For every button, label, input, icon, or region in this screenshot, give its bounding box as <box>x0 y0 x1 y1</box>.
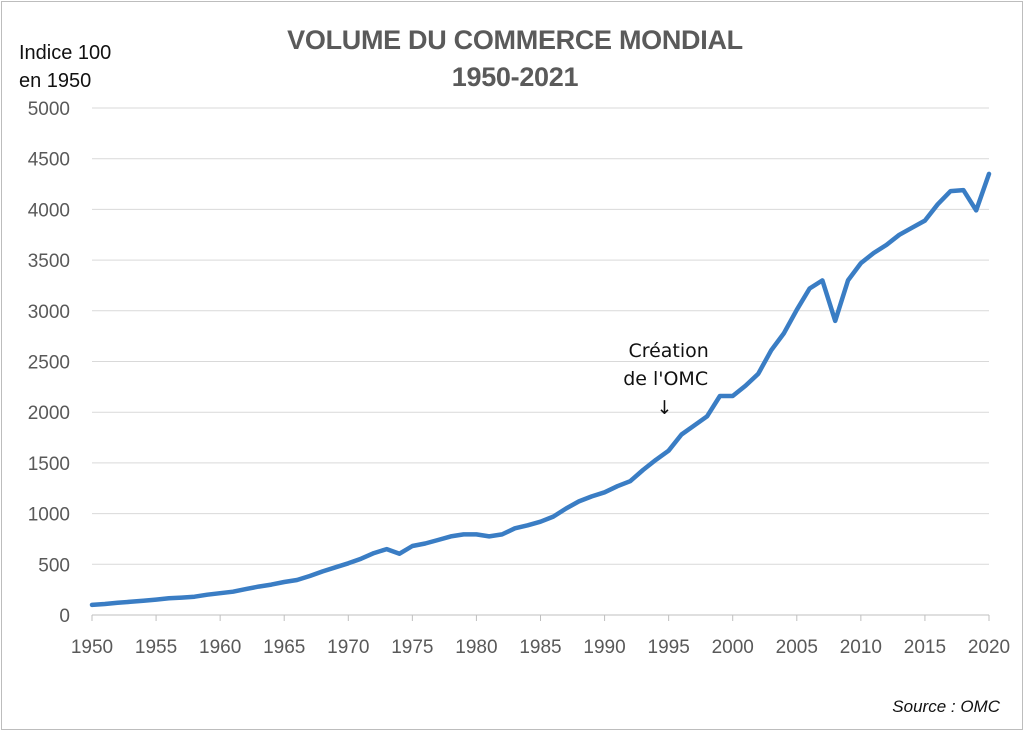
y-axis-ticks: 0 500 1000 1500 2000 2500 3000 3500 4000 4500 5000 <box>28 99 70 627</box>
x-tick-label: 1995 <box>648 637 690 658</box>
y-tick-label: 4000 <box>28 200 70 221</box>
x-tick-label: 2020 <box>968 637 1010 658</box>
x-tick-label: 1980 <box>455 637 497 658</box>
series-line-trade-volume <box>89 171 992 608</box>
x-tick-label: 1975 <box>391 637 433 658</box>
y-tick-label: 2500 <box>28 353 70 374</box>
chart-subtitle: 1950-2021 <box>451 62 579 92</box>
y-tick-label: 4500 <box>28 150 70 171</box>
annotation-line1: Création <box>628 340 708 362</box>
x-tick-label: 2000 <box>712 637 754 658</box>
y-axis-label-line1: Indice 100 <box>19 42 112 64</box>
y-tick-label: 2000 <box>28 403 70 424</box>
x-tick-label: 1960 <box>199 637 241 658</box>
x-tick-label: 2010 <box>840 637 882 658</box>
y-tick-label: 5000 <box>28 99 70 120</box>
source-note: Source : OMC <box>892 697 1000 716</box>
y-tick-label: 1000 <box>28 505 70 526</box>
x-tick-label: 2005 <box>776 637 818 658</box>
y-tick-label: 500 <box>38 555 70 576</box>
x-tick-label: 1955 <box>135 637 177 658</box>
y-tick-label: 3500 <box>28 251 70 272</box>
x-axis-ticks: 1950 1955 1960 1965 1970 1975 1980 1985 1990 1995… <box>71 615 1010 658</box>
gridlines <box>92 107 989 616</box>
y-tick-label: 3000 <box>28 302 70 323</box>
annotation-arrow: ↓ <box>657 397 673 419</box>
y-axis-label-line2: en 1950 <box>19 70 92 92</box>
x-tick-label: 1950 <box>71 637 113 658</box>
x-tick-label: 1970 <box>327 637 369 658</box>
x-tick-label: 1985 <box>519 637 561 658</box>
y-tick-label: 1500 <box>28 454 70 475</box>
x-tick-label: 1965 <box>263 637 305 658</box>
chart-title: VOLUME DU COMMERCE MONDIAL <box>287 25 743 55</box>
x-tick-label: 2015 <box>904 637 946 658</box>
x-tick-label: 1990 <box>583 637 625 658</box>
annotation-line2: de l'OMC <box>623 368 708 390</box>
annotation-omc: Création de l'OMC ↓ <box>623 340 709 419</box>
y-tick-label: 0 <box>59 606 70 627</box>
